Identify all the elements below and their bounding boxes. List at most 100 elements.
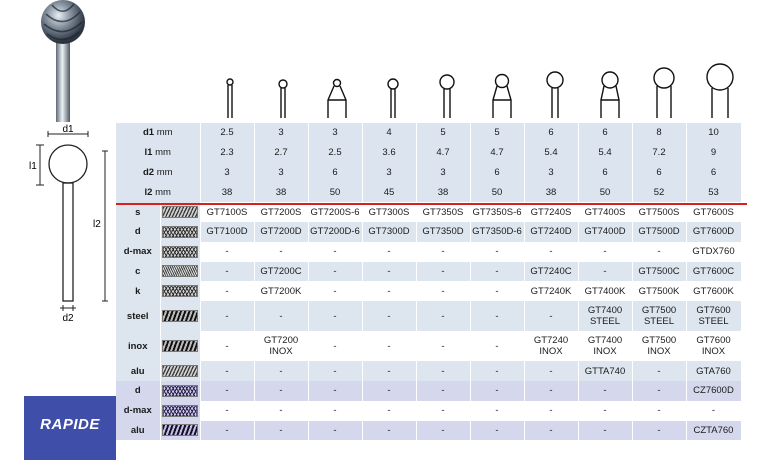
- material-row: alu - - - - - - - - - CZTA760: [116, 420, 742, 441]
- table-cell: 45: [362, 182, 417, 203]
- shape-gt7200: [278, 79, 288, 118]
- material-label: d-max: [116, 400, 161, 421]
- double-cut-icon: [162, 225, 198, 238]
- dimension-drawing-panel: d1 l1 l2 d2: [24, 123, 116, 395]
- table-cell: -: [308, 331, 363, 362]
- table-cell: -: [254, 301, 309, 332]
- shape-gt7300: [387, 78, 399, 118]
- section-separator: [116, 203, 747, 205]
- table-cell: -: [578, 420, 633, 441]
- table-cell: GT7500S: [632, 202, 687, 222]
- table-cell: -: [200, 261, 255, 282]
- table-cell: GT7600 INOX: [686, 331, 742, 362]
- table-cell: GT7240D: [524, 221, 579, 242]
- material-row: alu - - - - - - - GTTA740- GTA760: [116, 361, 742, 381]
- table-cell: GT7350D: [416, 221, 471, 242]
- table-cell: GT7400D: [578, 221, 633, 242]
- table-cell: 5.4: [524, 142, 579, 163]
- dimension-row: l2 mm 38 38 50 45 38 50 38 50 52 53: [116, 182, 742, 203]
- coarse-spiral-cut-icon: [162, 206, 198, 219]
- table-cell: -: [254, 420, 309, 441]
- dimension-label: l2 mm: [116, 182, 201, 203]
- table-cell: -: [416, 301, 471, 332]
- shape-gt7200-6: [327, 78, 347, 118]
- material-label: inox: [116, 331, 161, 362]
- table-cell: -: [308, 420, 363, 441]
- rapide-panel: RAPIDE: [24, 396, 116, 460]
- table-cell: -: [524, 420, 579, 441]
- material-row: d-max - - - - - - - - - -: [116, 400, 742, 421]
- table-cell: GT7200K: [254, 281, 309, 302]
- table-cell: GTDX760: [686, 241, 742, 262]
- shape-silhouettes: [226, 63, 734, 118]
- table-cell: -: [200, 380, 255, 401]
- table-cell: 6: [524, 123, 579, 143]
- shape-gt7600: [706, 63, 734, 118]
- table-cell: -: [254, 241, 309, 262]
- material-label: alu: [116, 420, 161, 441]
- table-cell: -: [200, 361, 255, 381]
- table-cell: GT7200D-6: [308, 221, 363, 242]
- table-cell: 50: [470, 182, 525, 203]
- table-cell: 2.5: [200, 123, 255, 143]
- cut-texture-cell: [160, 361, 201, 381]
- table-cell: -: [632, 420, 687, 441]
- table-cell: -: [308, 241, 363, 262]
- burr-dimension-drawing: d1 l1 l2 d2: [29, 124, 108, 324]
- rapide-double-cut-icon: [162, 384, 198, 397]
- table-cell: 4.7: [416, 142, 471, 163]
- table-cell: 9: [686, 142, 742, 163]
- table-cell: -: [200, 301, 255, 332]
- dimension-symbol: d2: [142, 166, 155, 178]
- dimension-unit: mm: [155, 147, 171, 159]
- table-cell: -: [470, 420, 525, 441]
- cut-texture-cell: [160, 400, 201, 421]
- table-cell: GT7350S-6: [470, 202, 525, 222]
- table-cell: GT7600K: [686, 281, 742, 302]
- table-cell: GT7600D: [686, 221, 742, 242]
- label-l2: l2: [93, 219, 101, 230]
- table-cell: -: [632, 241, 687, 262]
- table-cell: 6: [578, 123, 633, 143]
- table-cell: 3: [416, 162, 471, 183]
- chip-breaker-icon: [162, 265, 198, 278]
- table-cell: 7.2: [632, 142, 687, 163]
- dimension-symbol: l2: [144, 186, 153, 198]
- table-cell: -: [200, 420, 255, 441]
- table-cell: GT7200S-6: [308, 202, 363, 222]
- table-cell: GT7600 STEEL: [686, 301, 742, 332]
- burr-shapes-header: [41, 0, 734, 122]
- table-cell: -: [362, 380, 417, 401]
- cut-texture-cell: [160, 221, 201, 242]
- table-cell: -: [200, 331, 255, 362]
- table-cell: -: [362, 420, 417, 441]
- table-cell: GT7300S: [362, 202, 417, 222]
- table-cell: GT7200C: [254, 261, 309, 282]
- table-cell: GT7500 STEEL: [632, 301, 687, 332]
- label-l1: l1: [29, 161, 37, 172]
- material-label: alu: [116, 361, 161, 381]
- table-cell: 5.4: [578, 142, 633, 163]
- table-cell: -: [524, 241, 579, 262]
- table-cell: -: [470, 261, 525, 282]
- table-cell: -: [470, 361, 525, 381]
- table-cell: 3: [254, 162, 309, 183]
- table-cell: 38: [254, 182, 309, 203]
- burr-photo: [41, 0, 85, 122]
- table-cell: GT7200 INOX: [254, 331, 309, 362]
- table-cell: GT7240 INOX: [524, 331, 579, 362]
- material-label: s: [116, 202, 161, 222]
- table-cell: -: [362, 281, 417, 302]
- table-cell: 38: [416, 182, 471, 203]
- table-cell: -: [416, 380, 471, 401]
- material-row: c - GT7200C - - - - GT7240C - GT7500C GT7600C: [116, 261, 742, 282]
- cut-texture-cell: [160, 202, 201, 222]
- table-cell: -: [362, 261, 417, 282]
- material-label: steel: [116, 301, 161, 332]
- shape-gt7350: [439, 74, 455, 118]
- table-cell: 3: [254, 123, 309, 143]
- dimension-label: d1 mm: [116, 123, 201, 143]
- table-cell: CZ7600D: [686, 380, 742, 401]
- rapide-alu-cut-icon: [162, 424, 198, 437]
- table-cell: -: [578, 400, 633, 421]
